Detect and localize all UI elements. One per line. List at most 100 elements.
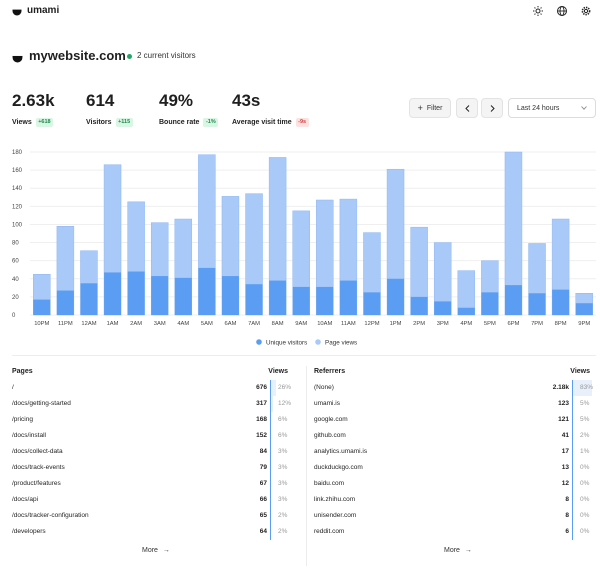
row-label: / [12,384,14,391]
table-row[interactable]: /developers 64 2% [12,524,294,540]
table-row[interactable]: /pricing 168 6% [12,412,294,428]
row-percent: 5% [580,416,590,423]
share-bar [572,524,573,540]
y-tick-label: 140 [12,186,23,192]
next-range-button[interactable] [481,98,503,118]
table-row[interactable]: / 676 26% [12,380,294,396]
metric-change-badge: -9s [295,117,309,127]
table-row[interactable]: github.com 41 2% [314,428,596,444]
row-value: 67 [259,480,267,487]
globe-icon[interactable] [556,5,568,17]
unique-visitors-bar [33,299,51,315]
unique-visitors-bar [245,284,263,315]
row-label: /docs/getting-started [12,400,71,407]
row-percent: 1% [580,448,590,455]
unique-visitors-bar [552,289,570,315]
theme-sun-icon[interactable] [532,5,544,17]
x-tick-label: 7AM [248,321,260,327]
y-tick-label: 20 [12,295,19,301]
share-bar [572,508,573,524]
row-value: 6 [565,528,569,535]
table-row[interactable]: /docs/api 66 3% [12,492,294,508]
x-tick-label: 1PM [390,321,402,327]
table-row[interactable]: duckduckgo.com 13 0% [314,460,596,476]
legend-page-views-label: Page views [325,340,357,347]
table-row[interactable]: (None) 2.18k 83% [314,380,596,396]
row-value: 8 [565,496,569,503]
unique-visitors-bar [575,303,593,315]
table-row[interactable]: unisender.com 8 0% [314,508,596,524]
row-value: 17 [561,448,569,455]
table-header: Referrers Views [314,368,596,380]
share-bar [572,476,573,492]
table-row[interactable]: /docs/getting-started 317 12% [12,396,294,412]
row-value: 79 [259,464,267,471]
date-range-value: Last 24 hours [517,104,560,112]
row-percent: 3% [278,464,288,471]
table-row[interactable]: umami.is 123 5% [314,396,596,412]
metric-value: 43s [232,91,261,110]
unique-visitors-bar [221,276,239,315]
table-row[interactable]: /docs/track-events 79 3% [12,460,294,476]
row-label: (None) [314,384,334,391]
row-value: 152 [256,432,267,439]
filter-button[interactable]: + Filter [409,98,451,118]
unique-visitors-bar [434,301,452,315]
table-row[interactable]: /docs/install 152 6% [12,428,294,444]
unique-visitors-bar [504,285,522,315]
table-row[interactable]: google.com 121 5% [314,412,596,428]
x-tick-label: 8AM [272,321,284,327]
share-bar [270,444,271,460]
row-label: umami.is [314,400,341,407]
row-value: 41 [561,432,569,439]
share-bar [572,460,573,476]
row-value: 2.18k [552,384,569,391]
plus-icon: + [417,103,423,113]
row-label: baidu.com [314,480,344,487]
share-bar [572,396,574,412]
metric-label: Visitors [86,118,112,126]
unique-visitors-bar [316,286,334,315]
row-label: reddit.com [314,528,345,535]
unique-visitors-bar [80,283,98,315]
table-row[interactable]: /docs/collect-data 84 3% [12,444,294,460]
chevron-down-icon [581,106,587,110]
x-tick-label: 10PM [34,321,49,327]
pages-more-link[interactable]: More → [142,547,170,554]
row-percent: 3% [278,480,288,487]
views-column-header: Views [570,368,590,375]
previous-range-button[interactable] [456,98,478,118]
unique-visitors-bar [363,292,381,315]
table-row[interactable]: analytics.umami.is 17 1% [314,444,596,460]
y-tick-label: 80 [12,241,19,247]
arrow-right-icon: → [162,547,170,554]
table-row[interactable]: /docs/tracker-configuration 65 2% [12,508,294,524]
row-value: 123 [558,400,569,407]
y-tick-label: 0 [12,313,16,319]
unique-visitors-bar [528,293,546,315]
row-percent: 12% [278,400,292,407]
legend-unique-visitors-label: Unique visitors [266,340,307,347]
app-name[interactable]: umami [27,5,60,16]
row-percent: 5% [580,400,590,407]
share-bar [270,412,272,428]
share-bar [270,460,271,476]
referrers-more-link[interactable]: More → [444,547,472,554]
unique-visitors-bar [174,277,192,315]
table-row[interactable]: baidu.com 12 0% [314,476,596,492]
unique-visitors-bar [198,267,216,315]
traffic-bar-chart: 0 20 40 60 80 100 120 140 160 180 10PM 11PM 12AM 1AM 2… [12,150,596,347]
table-row[interactable]: link.zhihu.com 8 0% [314,492,596,508]
settings-gear-icon[interactable] [580,5,592,17]
row-label: /docs/collect-data [12,448,63,455]
row-label: /developers [12,528,46,535]
x-tick-label: 3PM [437,321,449,327]
table-row[interactable]: /product/features 67 3% [12,476,294,492]
pages-table: Pages Views / 676 26% /docs/getting-started… [12,368,294,540]
date-range-select[interactable]: Last 24 hours [508,98,596,118]
table-row[interactable]: reddit.com 6 0% [314,524,596,540]
umami-logo-icon[interactable] [12,6,22,16]
row-percent: 26% [278,384,292,391]
row-label: /docs/track-events [12,464,65,471]
x-tick-label: 4PM [460,321,472,327]
